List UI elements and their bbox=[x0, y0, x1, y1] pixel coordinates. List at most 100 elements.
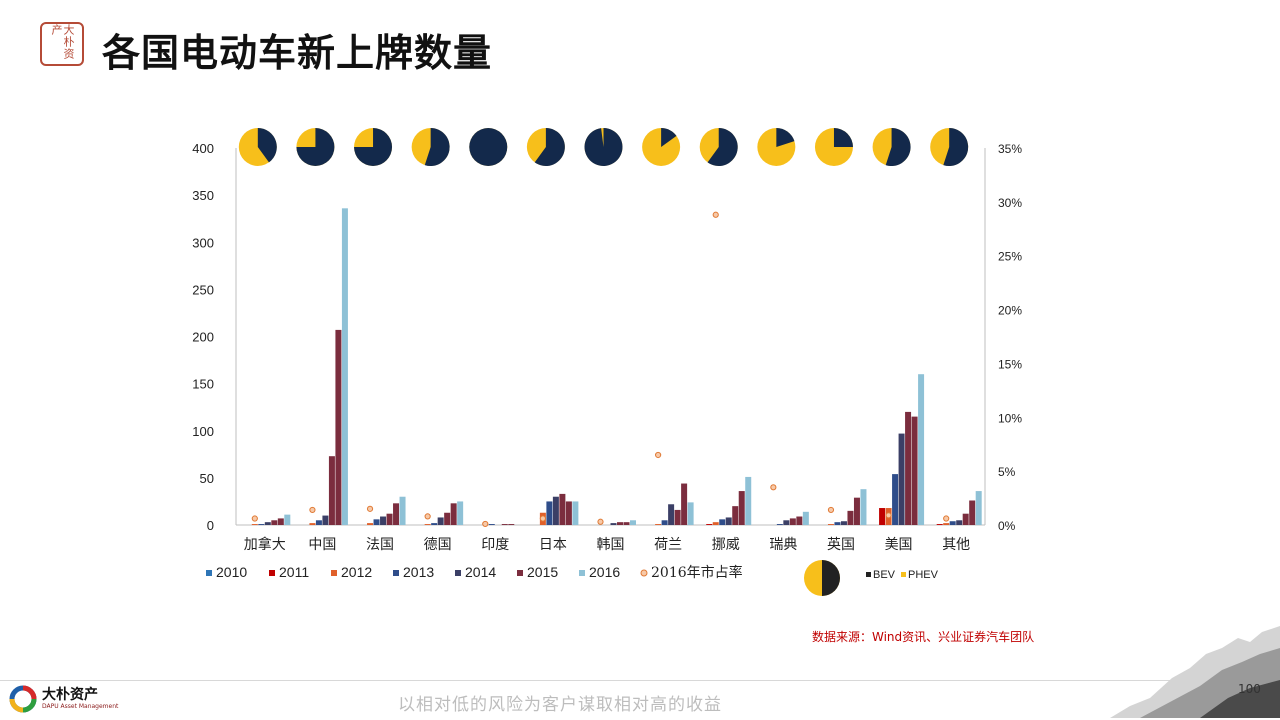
bev-phev-pie-bev bbox=[424, 128, 450, 166]
bar-2013 bbox=[776, 524, 783, 525]
market-share-point bbox=[827, 506, 835, 514]
bar-2016 bbox=[508, 524, 515, 525]
legend-swatch-phev bbox=[901, 572, 906, 577]
y2-tick-label: 20% bbox=[998, 304, 1022, 318]
bev-phev-pie-bev bbox=[354, 128, 393, 166]
bar-2015 bbox=[559, 493, 566, 525]
bar-2016 bbox=[975, 491, 982, 525]
bar-2015 bbox=[962, 513, 969, 525]
legend-label-2014: 2014 bbox=[465, 564, 496, 580]
bar-2016 bbox=[565, 501, 572, 525]
bar-2016 bbox=[796, 516, 803, 525]
data-source-note: 数据来源：Wind资讯、兴业证券汽车团队 bbox=[812, 630, 1035, 644]
legend-swatch-2015 bbox=[517, 570, 523, 576]
footer-slogan: 以相对低的风险为客户谋取相对高的收益 bbox=[398, 695, 722, 715]
bar-2016 bbox=[450, 503, 457, 525]
bar-2016 bbox=[457, 501, 464, 525]
x-category-label: 加拿大 bbox=[244, 536, 286, 553]
legend-swatch-2010 bbox=[206, 570, 212, 576]
legend-label-phev: PHEV bbox=[908, 569, 939, 581]
bar-2013 bbox=[719, 519, 726, 525]
bev-phev-pie-bev bbox=[257, 128, 277, 163]
bar-2016 bbox=[802, 511, 809, 525]
market-share-point bbox=[309, 506, 316, 514]
bar-2016 bbox=[687, 502, 694, 525]
bar-2015 bbox=[501, 524, 508, 525]
bar-2016 bbox=[572, 501, 579, 525]
bar-2014 bbox=[437, 517, 444, 525]
bar-2012 bbox=[309, 523, 316, 525]
x-category-label: 印度 bbox=[481, 537, 509, 553]
bar-2014 bbox=[264, 522, 271, 525]
y2-tick-label: 0% bbox=[998, 519, 1016, 533]
bar-2012 bbox=[712, 522, 719, 525]
market-share-point bbox=[655, 451, 662, 459]
legend-swatch-2013 bbox=[393, 570, 399, 576]
bar-2011 bbox=[879, 508, 886, 525]
bar-2015 bbox=[328, 456, 335, 525]
bar-2014 bbox=[610, 523, 617, 525]
bar-2013 bbox=[488, 524, 495, 525]
bar-2016 bbox=[630, 520, 636, 525]
y-tick-label: 0 bbox=[207, 518, 214, 533]
legend-swatch-2014 bbox=[455, 570, 461, 576]
bar-2016 bbox=[277, 518, 284, 525]
bar-2013 bbox=[315, 520, 322, 525]
legend-label-2010: 2010 bbox=[216, 564, 247, 580]
bev-phev-pie-bev bbox=[943, 128, 969, 166]
bev-phev-pie-bev bbox=[534, 128, 565, 167]
bev-phev-pie-bev bbox=[584, 128, 623, 166]
bar-2016 bbox=[911, 416, 918, 525]
footer-logo: 大朴资产 DAPU Asset Management bbox=[8, 684, 118, 714]
ink-mountain-decoration bbox=[1110, 626, 1280, 718]
legend-label-2016: 2016 bbox=[589, 564, 620, 580]
legend-label-2011: 2011 bbox=[279, 564, 309, 580]
bar-2014 bbox=[840, 521, 847, 525]
x-category-label: 美国 bbox=[885, 537, 913, 553]
legend-label-bev: BEV bbox=[873, 569, 896, 581]
bev-phev-pie-bev bbox=[776, 128, 795, 147]
x-category-label: 荷兰 bbox=[654, 537, 682, 553]
legend-swatch-2011 bbox=[269, 570, 275, 576]
bar-2015 bbox=[271, 520, 278, 525]
bar-2016 bbox=[738, 491, 745, 525]
market-share-point bbox=[885, 512, 892, 519]
market-share-point bbox=[482, 520, 489, 528]
legend-swatch-2016 bbox=[579, 570, 585, 576]
bar-2013 bbox=[892, 474, 899, 525]
bar-2014 bbox=[380, 516, 387, 525]
bar-2016 bbox=[393, 503, 400, 525]
legend-swatch-2012 bbox=[331, 570, 337, 576]
legend-swatch-bev bbox=[866, 572, 871, 577]
bar-2016 bbox=[335, 329, 342, 525]
company-seal-logo: 大朴资产 bbox=[40, 22, 84, 66]
bar-2014 bbox=[552, 496, 559, 525]
x-category-label: 中国 bbox=[308, 537, 336, 553]
bar-2012 bbox=[367, 523, 374, 525]
bar-2013 bbox=[834, 522, 841, 525]
bar-2014 bbox=[725, 517, 732, 525]
bar-2013 bbox=[661, 520, 668, 525]
bar-2013 bbox=[373, 519, 380, 525]
y2-tick-label: 30% bbox=[998, 196, 1022, 210]
x-category-label: 德国 bbox=[424, 537, 452, 553]
bar-2015 bbox=[617, 522, 623, 525]
bar-2014 bbox=[898, 433, 905, 525]
footer-divider bbox=[0, 680, 1280, 681]
dapu-logo-icon bbox=[9, 685, 37, 713]
market-share-point bbox=[770, 484, 777, 491]
bar-2016 bbox=[399, 496, 406, 525]
x-category-label: 瑞典 bbox=[769, 537, 797, 553]
bar-2016 bbox=[853, 497, 860, 525]
bar-2012 bbox=[424, 524, 431, 525]
bev-phev-pie-bev bbox=[296, 128, 335, 166]
bar-2015 bbox=[674, 509, 681, 525]
bar-2016 bbox=[969, 500, 976, 525]
bar-2016 bbox=[341, 208, 348, 525]
bar-2016 bbox=[918, 374, 925, 525]
bar-2015 bbox=[444, 512, 451, 525]
market-share-point bbox=[712, 211, 719, 218]
bar-2015 bbox=[386, 513, 393, 525]
x-category-label: 其他 bbox=[942, 537, 970, 553]
bar-2016 bbox=[681, 483, 688, 525]
